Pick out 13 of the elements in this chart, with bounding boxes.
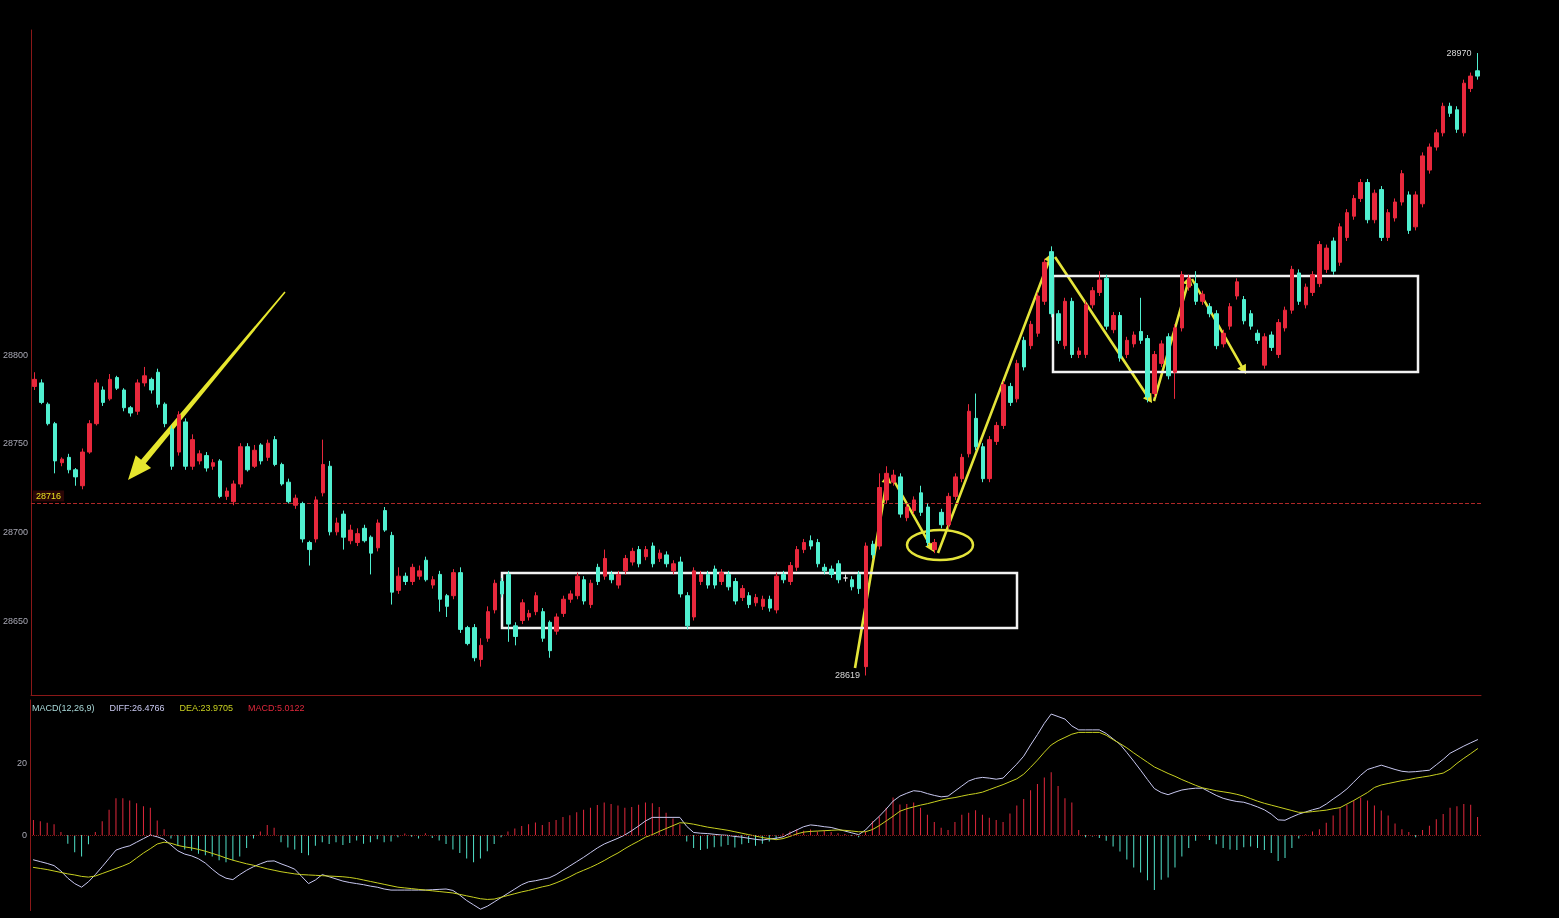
y-tick-label: 28700 [3, 526, 29, 537]
y-tick-label: 28800 [3, 349, 29, 360]
text: DIFF:26.4766 [109, 702, 165, 713]
text: 28619 [834, 670, 860, 681]
y-tick-label: 28750 [3, 438, 29, 449]
text: MACD:5.0122 [248, 702, 305, 713]
text: DEA:23.9705 [179, 702, 234, 713]
y-tick-label: 28650 [3, 615, 29, 626]
y-tick-label: 0 [21, 830, 27, 840]
text: 28970 [1446, 48, 1472, 59]
ref-line-label: 28716 [36, 490, 62, 501]
y-tick-label: 20 [16, 758, 27, 768]
chart-title: MACD(12,26,9) [32, 702, 95, 713]
